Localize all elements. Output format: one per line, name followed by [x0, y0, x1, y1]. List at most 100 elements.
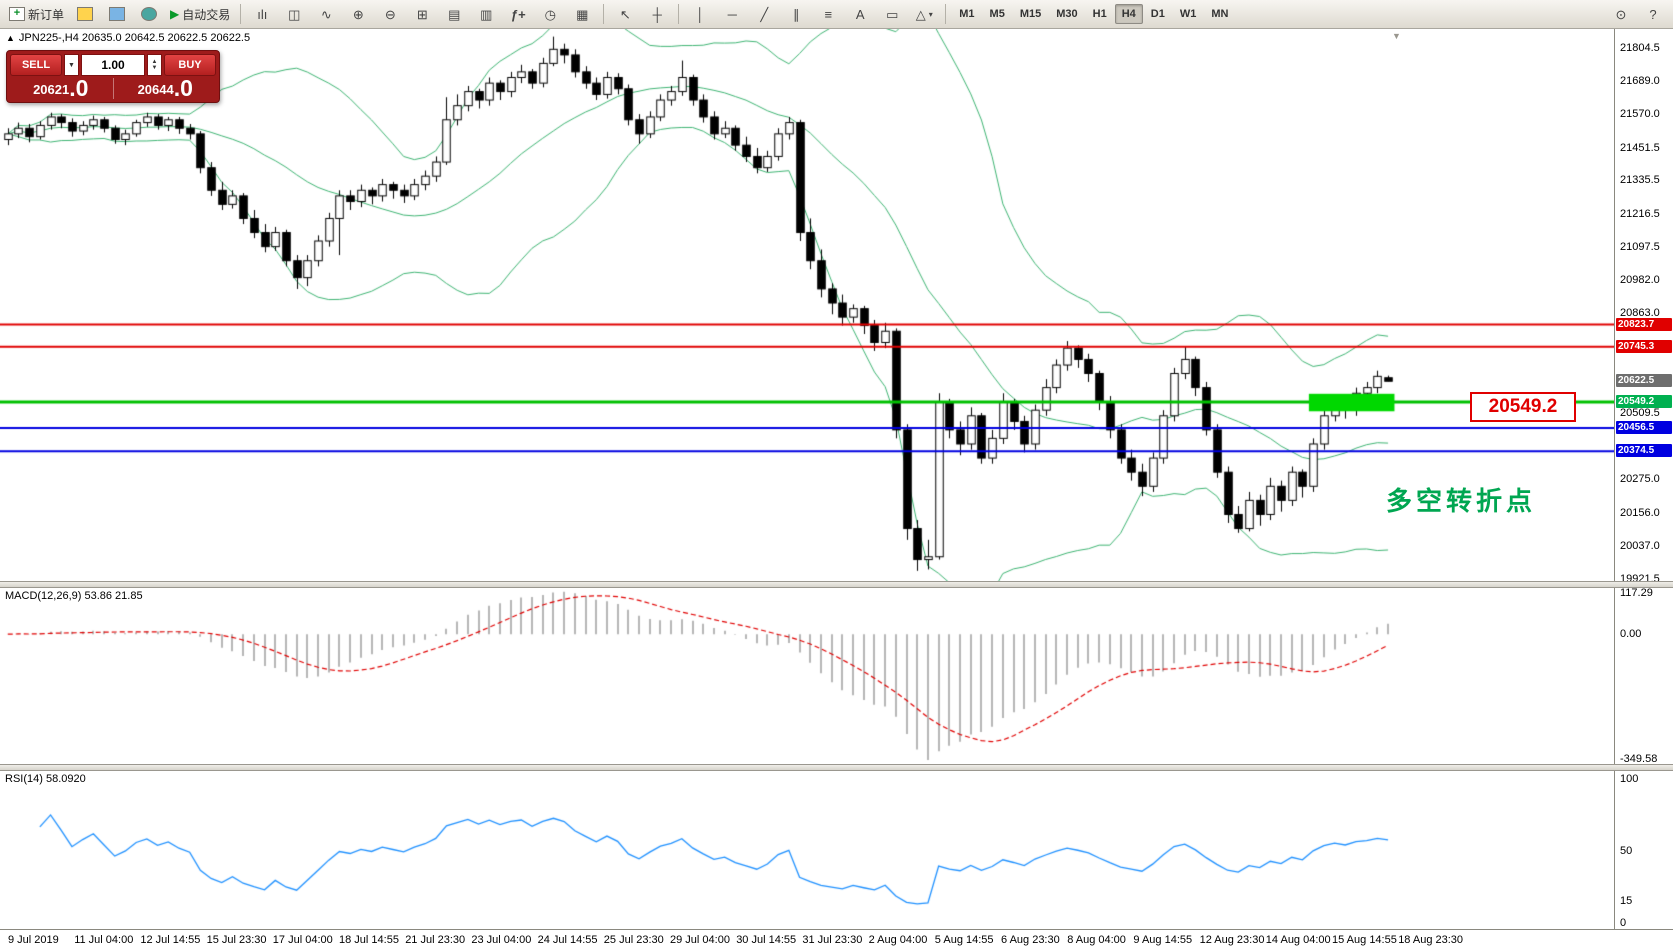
time-label: 11 Jul 04:00	[74, 934, 134, 946]
time-label: 29 Jul 04:00	[670, 934, 730, 946]
zoom-in-button[interactable]: ⊕	[343, 2, 373, 26]
trendline-icon: ╱	[760, 6, 769, 22]
volume-stepper[interactable]: ▲ ▼	[147, 54, 162, 76]
annotation-note[interactable]: 多空转折点	[1386, 486, 1537, 516]
panel-separator-rsi[interactable]	[0, 764, 1673, 771]
buy-button[interactable]: BUY	[164, 54, 216, 76]
price-tag: 20622.5	[1616, 374, 1672, 388]
timeframe-m1[interactable]: M1	[959, 8, 975, 20]
macd-indicator-label: MACD(12,26,9) 53.86 21.85	[5, 590, 143, 602]
axis-label: 15	[1620, 895, 1633, 908]
axis-label: 50	[1620, 844, 1633, 857]
time-label: 18 Jul 14:55	[339, 934, 399, 946]
price-callout-label[interactable]: 20549.2	[1470, 392, 1576, 422]
symbol-ohlc-info: ▲ JPN225-,H4 20635.0 20642.5 20622.5 206…	[6, 32, 250, 44]
tile-windows-icon: ⊞	[416, 6, 428, 22]
toolbar-separator	[945, 4, 947, 24]
chevron-down-icon: ▾	[928, 9, 933, 19]
crosshair-icon: ┼	[652, 6, 662, 22]
time-label: 30 Jul 14:55	[736, 934, 797, 946]
time-label: 18 Aug 23:30	[1398, 934, 1464, 946]
sell-price[interactable]: 20621 .0	[9, 75, 113, 101]
axis-label: 100	[1620, 772, 1639, 785]
volume-dropdown[interactable]: ▼	[64, 54, 79, 76]
trendline-button[interactable]: ╱	[749, 2, 779, 26]
market-watch-button[interactable]	[102, 2, 132, 26]
indicators-icon: ƒ+	[510, 6, 526, 22]
vertical-line-button[interactable]: │	[685, 2, 715, 26]
price-chart-canvas[interactable]	[0, 29, 1614, 581]
price-tag: 20549.2	[1616, 394, 1672, 408]
time-label: 21 Jul 23:30	[405, 934, 466, 946]
shapes-icon: △	[915, 6, 926, 22]
new-order-label: 新订单	[28, 7, 65, 22]
timeframe-m15[interactable]: M15	[1019, 8, 1042, 20]
time-label: 5 Aug 14:55	[934, 934, 994, 946]
help-button[interactable]: ?	[1638, 2, 1668, 26]
autotrading-button[interactable]: ▶ 自动交易	[166, 2, 234, 26]
channel-icon: ∥	[793, 6, 800, 22]
sell-price-pips: .0	[69, 75, 89, 101]
charts-button[interactable]	[70, 2, 100, 26]
autotrading-icon: ▶	[170, 7, 180, 21]
horizontal-line-button[interactable]: ─	[717, 2, 747, 26]
timeframe-h1[interactable]: H1	[1092, 8, 1107, 20]
shapes-button[interactable]: △ ▾	[909, 2, 939, 26]
cursor-button[interactable]: ↖	[610, 2, 640, 26]
timeframe-h4[interactable]: H4	[1114, 4, 1143, 24]
chart-window: 21804.5 21689.0 21570.0 21451.5 21335.5 21216…	[0, 29, 1673, 952]
navigator-icon	[141, 7, 158, 21]
axis-label: 21216.5	[1620, 207, 1660, 220]
time-label: 8 Aug 04:00	[1067, 934, 1126, 946]
periods-icon: ◷	[544, 6, 556, 22]
buy-price-pips: .0	[173, 75, 193, 101]
search-button[interactable]: ⊙	[1606, 2, 1636, 26]
panel-separator-macd[interactable]	[0, 581, 1673, 588]
help-icon: ?	[1649, 6, 1657, 22]
horizontal-line-icon: ─	[727, 6, 737, 22]
timeframe-w1[interactable]: W1	[1179, 8, 1197, 20]
timeframe-mn[interactable]: MN	[1211, 8, 1229, 20]
macd-panel-canvas[interactable]	[0, 588, 1614, 764]
zoom-out-button[interactable]: ⊖	[375, 2, 405, 26]
rsi-panel-canvas[interactable]	[0, 771, 1614, 929]
indicators-button[interactable]: ƒ+	[503, 2, 533, 26]
volume-input[interactable]: 1.00	[81, 54, 145, 76]
axis-label: 21570.0	[1620, 108, 1660, 121]
bar-chart-icon: ılı	[257, 6, 268, 22]
axis-label: 21335.5	[1620, 174, 1660, 187]
price-axis[interactable]: 21804.5 21689.0 21570.0 21451.5 21335.5 21216…	[1614, 29, 1673, 929]
periods-button[interactable]: ◷	[535, 2, 565, 26]
candlestick-button[interactable]: ◫	[279, 2, 309, 26]
buy-price[interactable]: 20644 .0	[112, 75, 218, 101]
vertical-line-icon: │	[696, 6, 705, 22]
bar-chart-button[interactable]: ılı	[247, 2, 277, 26]
one-click-trading-panel: SELL ▼ 1.00 ▲ ▼ BUY 20621 .0 20644 .0	[6, 50, 220, 103]
line-chart-button[interactable]: ∿	[311, 2, 341, 26]
one-click-toggle[interactable]: ▲	[6, 33, 15, 43]
arrange-button[interactable]: ▤	[439, 2, 469, 26]
axis-label: 20156.0	[1620, 506, 1660, 519]
timeframe-m5[interactable]: M5	[989, 8, 1005, 20]
text-icon: A	[855, 6, 865, 22]
tile-windows-button[interactable]: ⊞	[407, 2, 437, 26]
fibonacci-button[interactable]: ≡	[813, 2, 843, 26]
timeframe-d1[interactable]: D1	[1150, 8, 1165, 20]
navigator-button[interactable]	[134, 2, 164, 26]
channel-button[interactable]: ∥	[781, 2, 811, 26]
charts-icon	[77, 7, 94, 21]
sell-button[interactable]: SELL	[10, 54, 62, 76]
time-label: 2 Aug 04:00	[868, 934, 928, 946]
axis-label: -349.58	[1620, 752, 1658, 765]
chart-shift-marker[interactable]: ▼	[1392, 31, 1401, 41]
crosshair-button[interactable]: ┼	[642, 2, 672, 26]
cascade-button[interactable]: ▥	[471, 2, 501, 26]
templates-button[interactable]: ▦	[567, 2, 597, 26]
text-button[interactable]: A	[845, 2, 875, 26]
axis-label: 20037.0	[1620, 540, 1660, 553]
new-order-button[interactable]: + 新订单	[5, 2, 68, 26]
time-axis[interactable]: 9 Jul 2019 11 Jul 04:00 12 Jul 14:55 15 Jul…	[0, 929, 1673, 952]
axis-label: 20509.5	[1620, 407, 1660, 420]
timeframe-m30[interactable]: M30	[1056, 8, 1078, 20]
text-label-button[interactable]: ▭	[877, 2, 907, 26]
